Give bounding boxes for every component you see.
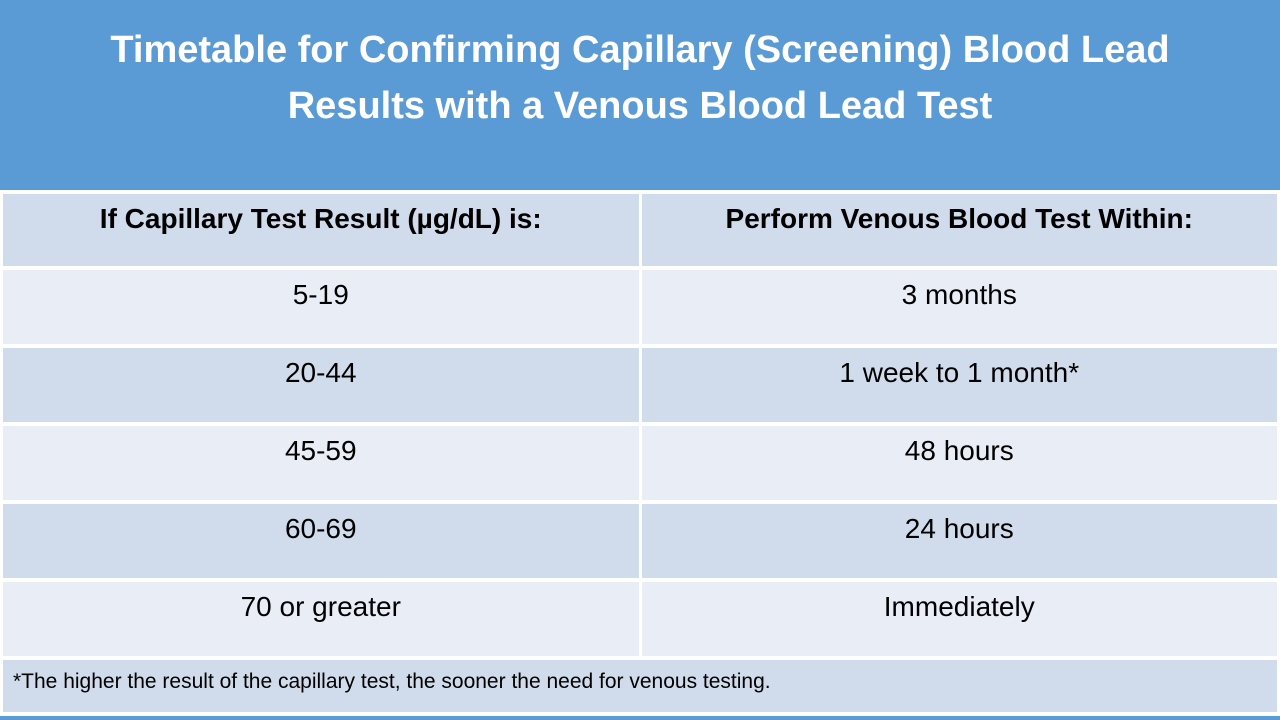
table-cell-capillary-result: 70 or greater: [3, 582, 639, 656]
column-header-capillary-result: If Capillary Test Result (µg/dL) is:: [3, 194, 639, 266]
table-cell-capillary-result: 45-59: [3, 426, 639, 500]
slide-title: Timetable for Confirming Capillary (Scre…: [0, 0, 1280, 190]
table-cell-venous-test-within: Immediately: [641, 582, 1277, 656]
lead-testing-table: If Capillary Test Result (µg/dL) is: Per…: [0, 190, 1280, 716]
column-header-venous-test: Perform Venous Blood Test Within:: [641, 194, 1277, 266]
table-cell-capillary-result: 5-19: [3, 270, 639, 344]
slide-title-line-1: Timetable for Confirming Capillary (Scre…: [110, 29, 1170, 71]
table-cell-capillary-result: 20-44: [3, 348, 639, 422]
table-cell-venous-test-within: 3 months: [641, 270, 1277, 344]
table-cell-venous-test-within: 24 hours: [641, 504, 1277, 578]
table-footnote: *The higher the result of the capillary …: [3, 660, 1277, 712]
table-cell-capillary-result: 60-69: [3, 504, 639, 578]
slide-title-line-2: Results with a Venous Blood Lead Test: [287, 85, 993, 127]
table-cell-venous-test-within: 48 hours: [641, 426, 1277, 500]
table-cell-venous-test-within: 1 week to 1 month*: [641, 348, 1277, 422]
